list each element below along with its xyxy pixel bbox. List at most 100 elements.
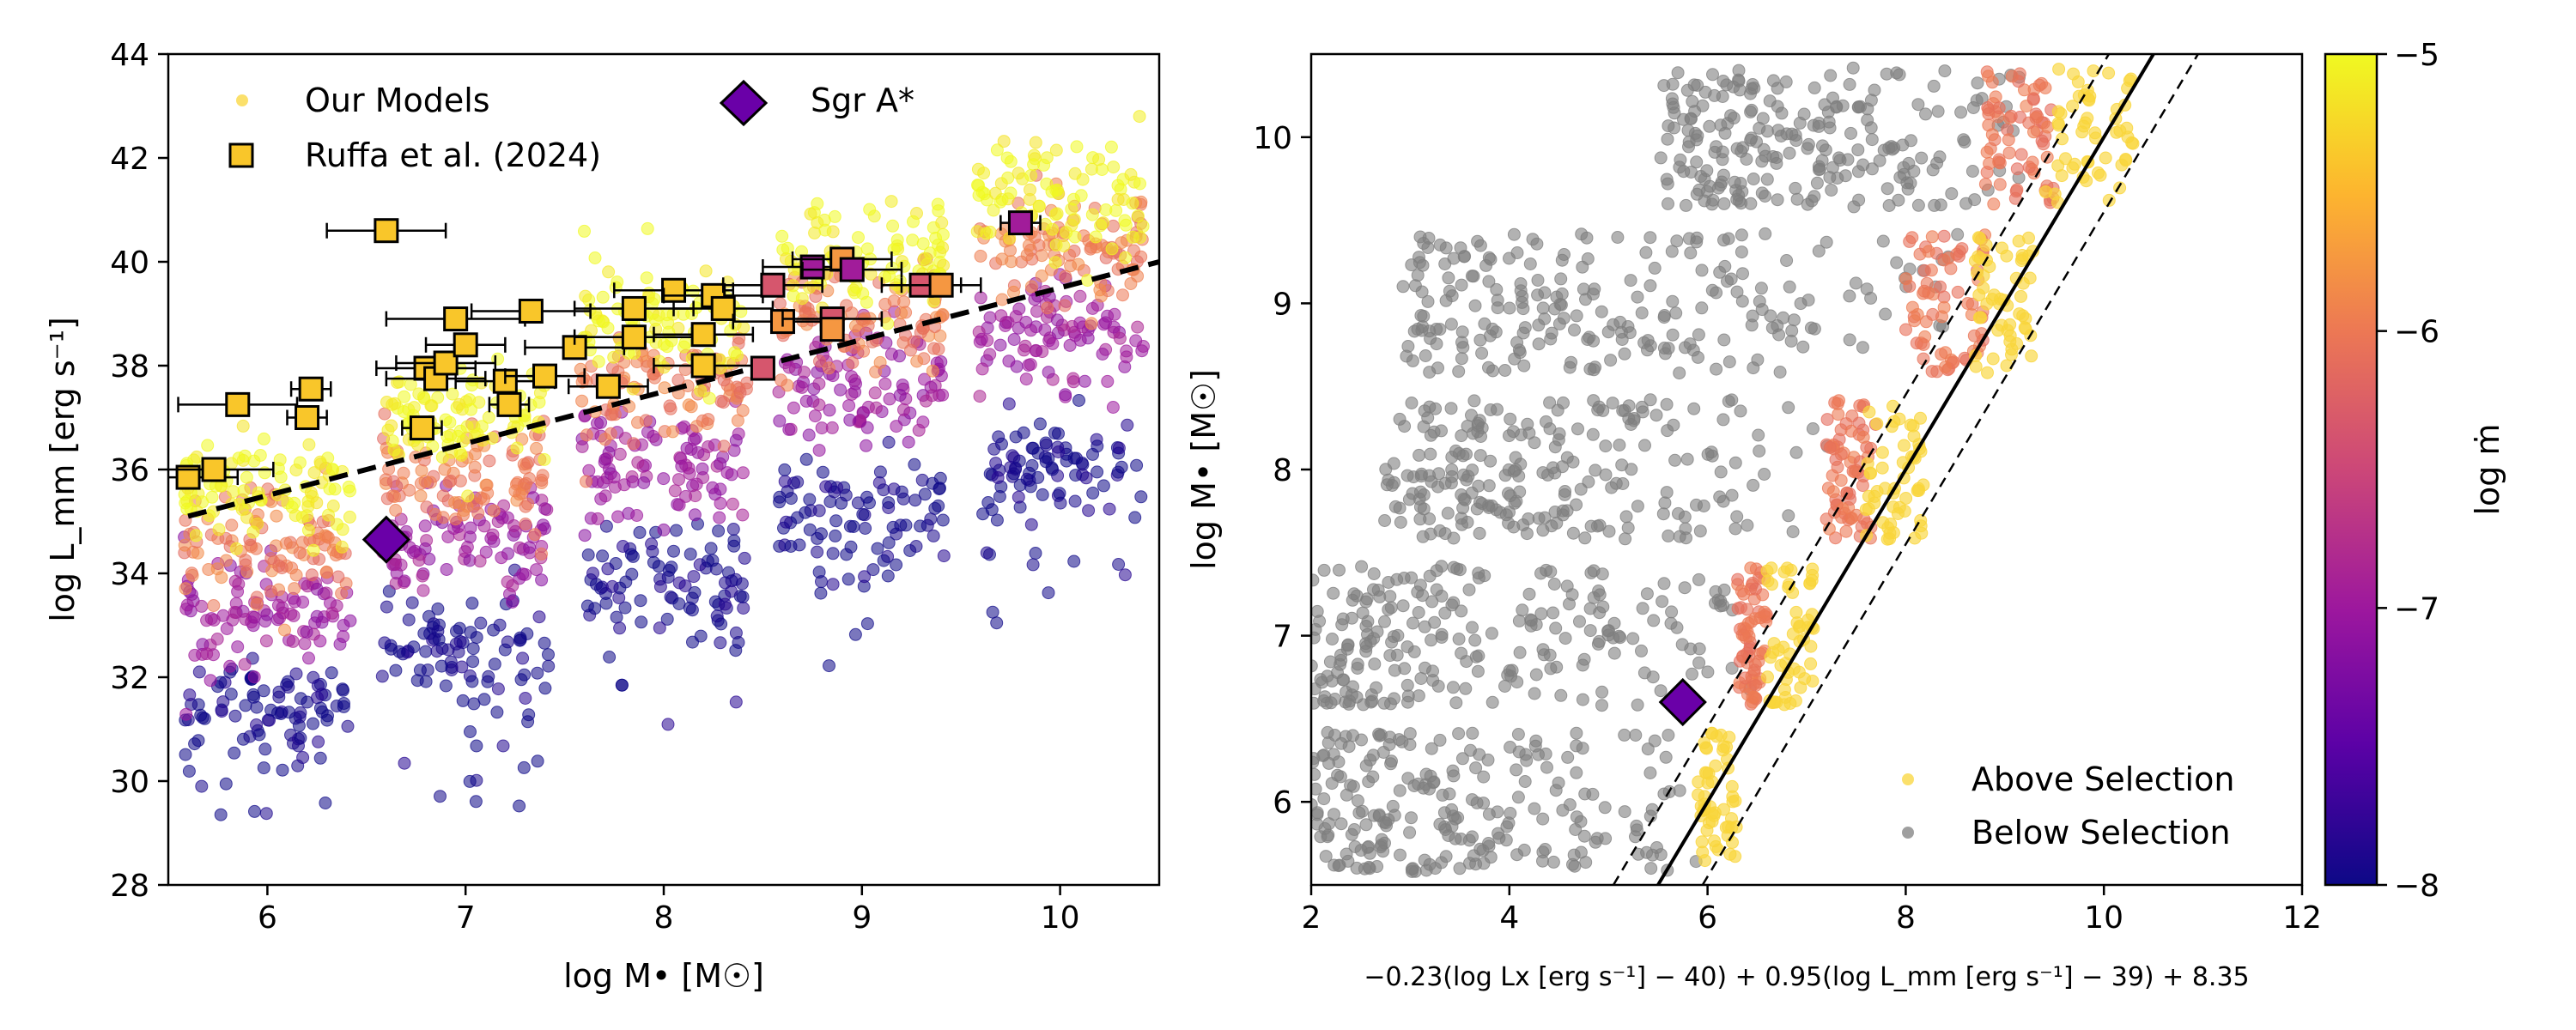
y-tick-label: 6 (1273, 785, 1292, 821)
model-point (342, 480, 355, 494)
below-selection-point (1880, 182, 1894, 196)
model-point (717, 439, 731, 453)
model-point (239, 554, 252, 567)
model-point (803, 493, 817, 506)
below-selection-point (1549, 621, 1563, 635)
below-selection-point (1662, 119, 1675, 133)
below-selection-point (1382, 738, 1396, 751)
below-selection-point (1576, 260, 1589, 274)
model-point (264, 585, 277, 598)
below-selection-point (1412, 606, 1425, 619)
model-point (1049, 143, 1063, 157)
model-point (826, 578, 840, 591)
below-selection-point (1583, 602, 1597, 615)
below-selection-point (1439, 294, 1453, 307)
below-selection-point (1510, 676, 1524, 689)
below-selection-point (1911, 98, 1925, 112)
below-selection-point (1668, 453, 1682, 467)
model-point (696, 414, 709, 427)
below-selection-point (1336, 673, 1350, 687)
model-point (398, 390, 411, 403)
model-point (834, 383, 848, 397)
below-selection-point (1509, 463, 1522, 476)
model-point (1063, 338, 1077, 352)
below-selection-point (1429, 402, 1443, 415)
below-selection-point (1327, 858, 1341, 872)
model-point (441, 643, 455, 657)
below-selection-point (1732, 64, 1746, 77)
below-selection-point (1646, 848, 1659, 862)
below-selection-point (1618, 728, 1631, 742)
model-point (240, 511, 254, 524)
model-point (1113, 331, 1127, 345)
below-selection-point (1350, 589, 1364, 603)
below-selection-point (1566, 857, 1579, 871)
model-point (420, 500, 434, 514)
below-selection-point (1659, 750, 1673, 764)
below-selection-point (1598, 801, 1612, 815)
below-selection-point (1677, 165, 1691, 179)
below-selection-point (2013, 67, 2026, 81)
below-selection-point (1659, 347, 1672, 360)
below-selection-point (1629, 729, 1643, 742)
below-selection-point (1473, 449, 1487, 463)
below-selection-point (1416, 530, 1430, 543)
model-point (782, 360, 796, 374)
model-point (596, 290, 610, 304)
model-point (801, 302, 815, 315)
above-selection-point (2077, 119, 2091, 133)
model-point (823, 403, 836, 417)
below-selection-point (1602, 524, 1616, 538)
model-point (310, 496, 324, 510)
model-point (538, 502, 552, 516)
model-point (238, 657, 252, 671)
below-selection-point (1447, 531, 1461, 545)
model-point (465, 403, 477, 416)
below-selection-point (1568, 324, 1581, 336)
below-selection-point (1491, 301, 1504, 315)
below-selection-point (1596, 600, 1610, 614)
model-point (1042, 366, 1055, 379)
below-selection-point (1917, 338, 1930, 351)
model-point (1111, 192, 1125, 206)
model-point (1053, 487, 1066, 500)
below-selection-point (1425, 633, 1438, 647)
model-point (513, 633, 526, 647)
model-point (472, 396, 486, 409)
below-selection-point (1352, 806, 1366, 820)
below-selection-point (1801, 294, 1815, 307)
model-point (859, 522, 872, 535)
model-point (528, 528, 542, 542)
legend-label-above-selection: Above Selection (1971, 760, 2234, 798)
model-point (538, 682, 552, 695)
model-point (336, 682, 349, 696)
x-tick-label: 8 (1896, 900, 1916, 936)
model-point (449, 512, 463, 526)
below-selection-point (1311, 631, 1321, 645)
model-point (613, 447, 627, 461)
below-selection-point (1467, 394, 1481, 408)
model-point (863, 203, 877, 216)
model-point (981, 193, 993, 207)
model-point (1109, 203, 1123, 217)
below-selection-point (1563, 360, 1577, 374)
below-selection-point (1662, 529, 1675, 542)
model-point (674, 451, 688, 465)
below-selection-point (2035, 134, 2049, 148)
below-selection-point (1518, 775, 1532, 788)
model-point (1000, 151, 1014, 165)
model-point (179, 707, 193, 721)
below-selection-point (1540, 415, 1552, 428)
below-selection-point (1654, 684, 1668, 698)
model-point (412, 387, 426, 401)
model-point (890, 420, 903, 433)
below-selection-point (1539, 843, 1552, 856)
below-selection-point (1314, 673, 1327, 687)
below-selection-point (1646, 670, 1660, 684)
above-selection-point (1986, 352, 2000, 366)
below-selection-point (1937, 300, 1951, 314)
model-point (178, 538, 191, 552)
above-selection-point (1710, 730, 1723, 743)
below-selection-point (1782, 401, 1795, 415)
below-selection-point (1648, 734, 1662, 748)
